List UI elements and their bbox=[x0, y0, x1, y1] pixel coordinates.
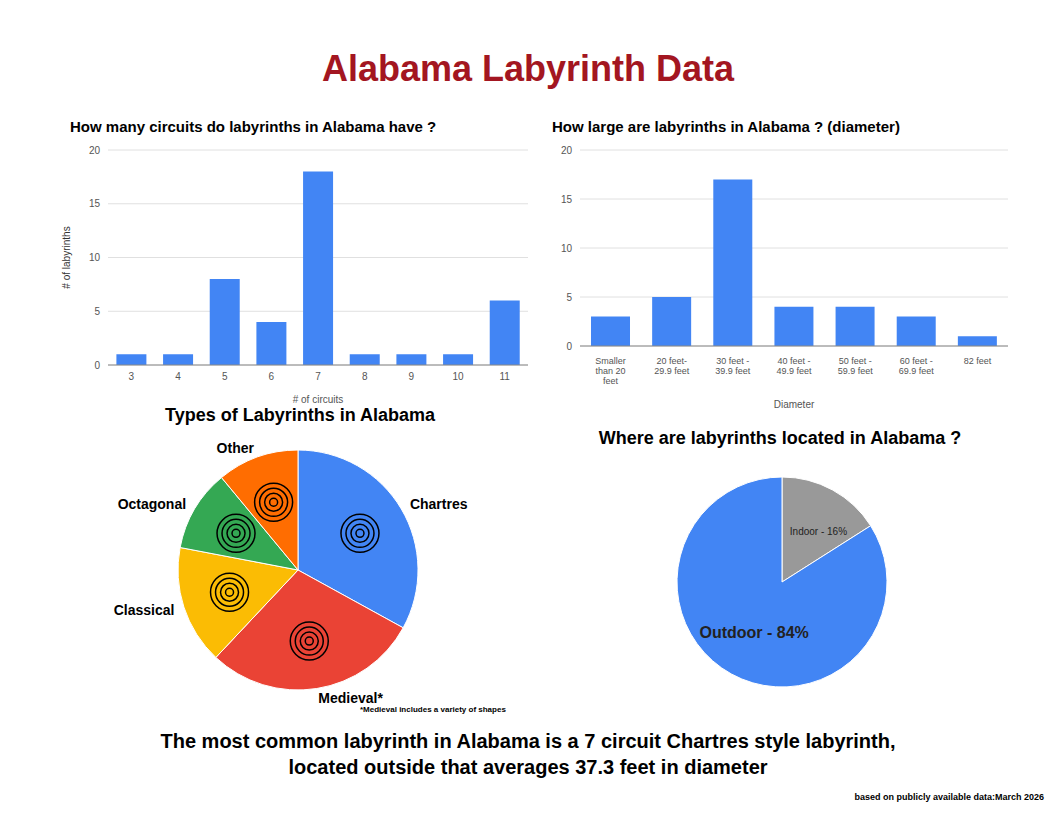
svg-text:3: 3 bbox=[129, 371, 135, 382]
html-text:located outside that averages: located outside that averages 37.3 feet … bbox=[288, 756, 768, 778]
svg-text:7: 7 bbox=[315, 371, 321, 382]
svg-text:5: 5 bbox=[222, 371, 228, 382]
svg-text:Smallerthan 20feet: Smallerthan 20feet bbox=[595, 356, 626, 386]
html-text:Types of Labyrinths in Alabama: Types of Labyrinths in Alabama bbox=[165, 405, 435, 425]
svg-text:15: 15 bbox=[561, 194, 573, 205]
html-text:Alabama Labyrinth Data: Alabama Labyrinth Data bbox=[321, 48, 734, 89]
html-text:How many circuits do labyrinth: How many circuits do labyrinths in Alaba… bbox=[70, 118, 437, 135]
html-text:The most common labyrinth in A: The most common labyrinth in Alabama is … bbox=[160, 730, 896, 752]
svg-text:Classical: Classical bbox=[114, 602, 175, 618]
svg-text:Medieval*: Medieval* bbox=[318, 690, 383, 706]
svg-text:5: 5 bbox=[94, 306, 100, 317]
svg-text:20: 20 bbox=[89, 145, 101, 156]
svg-text:9: 9 bbox=[409, 371, 415, 382]
svg-text:0: 0 bbox=[94, 360, 100, 371]
svg-text:10: 10 bbox=[561, 243, 573, 254]
svg-text:Octagonal: Octagonal bbox=[118, 496, 186, 512]
svg-text:20 feet-29.9 feet: 20 feet-29.9 feet bbox=[654, 356, 690, 376]
svg-text:6: 6 bbox=[269, 371, 275, 382]
html-text:*Medieval includes a variety o: *Medieval includes a variety of shapes bbox=[360, 705, 506, 714]
html-text:How large are labyrinths in Al: How large are labyrinths in Alabama ? (d… bbox=[552, 118, 900, 135]
svg-text:82 feet: 82 feet bbox=[964, 356, 992, 366]
svg-text:# of labyrinths: # of labyrinths bbox=[61, 226, 72, 288]
svg-text:20: 20 bbox=[561, 145, 573, 156]
svg-text:Outdoor - 84%: Outdoor - 84% bbox=[700, 624, 809, 641]
svg-text:Indoor - 16%: Indoor - 16% bbox=[790, 526, 847, 537]
svg-text:40 feet -49.9 feet: 40 feet -49.9 feet bbox=[776, 356, 812, 376]
svg-text:Other: Other bbox=[217, 440, 255, 456]
svg-text:Chartres: Chartres bbox=[410, 496, 468, 512]
html-text:based on publicly available da: based on publicly available data:March 2… bbox=[854, 792, 1044, 802]
svg-text:# of circuits: # of circuits bbox=[293, 394, 344, 405]
svg-text:15: 15 bbox=[89, 198, 101, 209]
svg-text:10: 10 bbox=[452, 371, 464, 382]
svg-text:50 feet -59.9 feet: 50 feet -59.9 feet bbox=[838, 356, 874, 376]
html-text:Where are labyrinths located i: Where are labyrinths located in Alabama … bbox=[598, 428, 962, 448]
svg-text:30 feet -39.9 feet: 30 feet -39.9 feet bbox=[715, 356, 751, 376]
svg-text:Diameter: Diameter bbox=[774, 399, 815, 410]
svg-text:10: 10 bbox=[89, 252, 101, 263]
svg-text:0: 0 bbox=[566, 341, 572, 352]
svg-text:11: 11 bbox=[499, 371, 510, 382]
svg-text:5: 5 bbox=[566, 292, 572, 303]
svg-text:60 feet -69.9 feet: 60 feet -69.9 feet bbox=[899, 356, 935, 376]
svg-text:8: 8 bbox=[362, 371, 368, 382]
svg-text:4: 4 bbox=[175, 371, 181, 382]
